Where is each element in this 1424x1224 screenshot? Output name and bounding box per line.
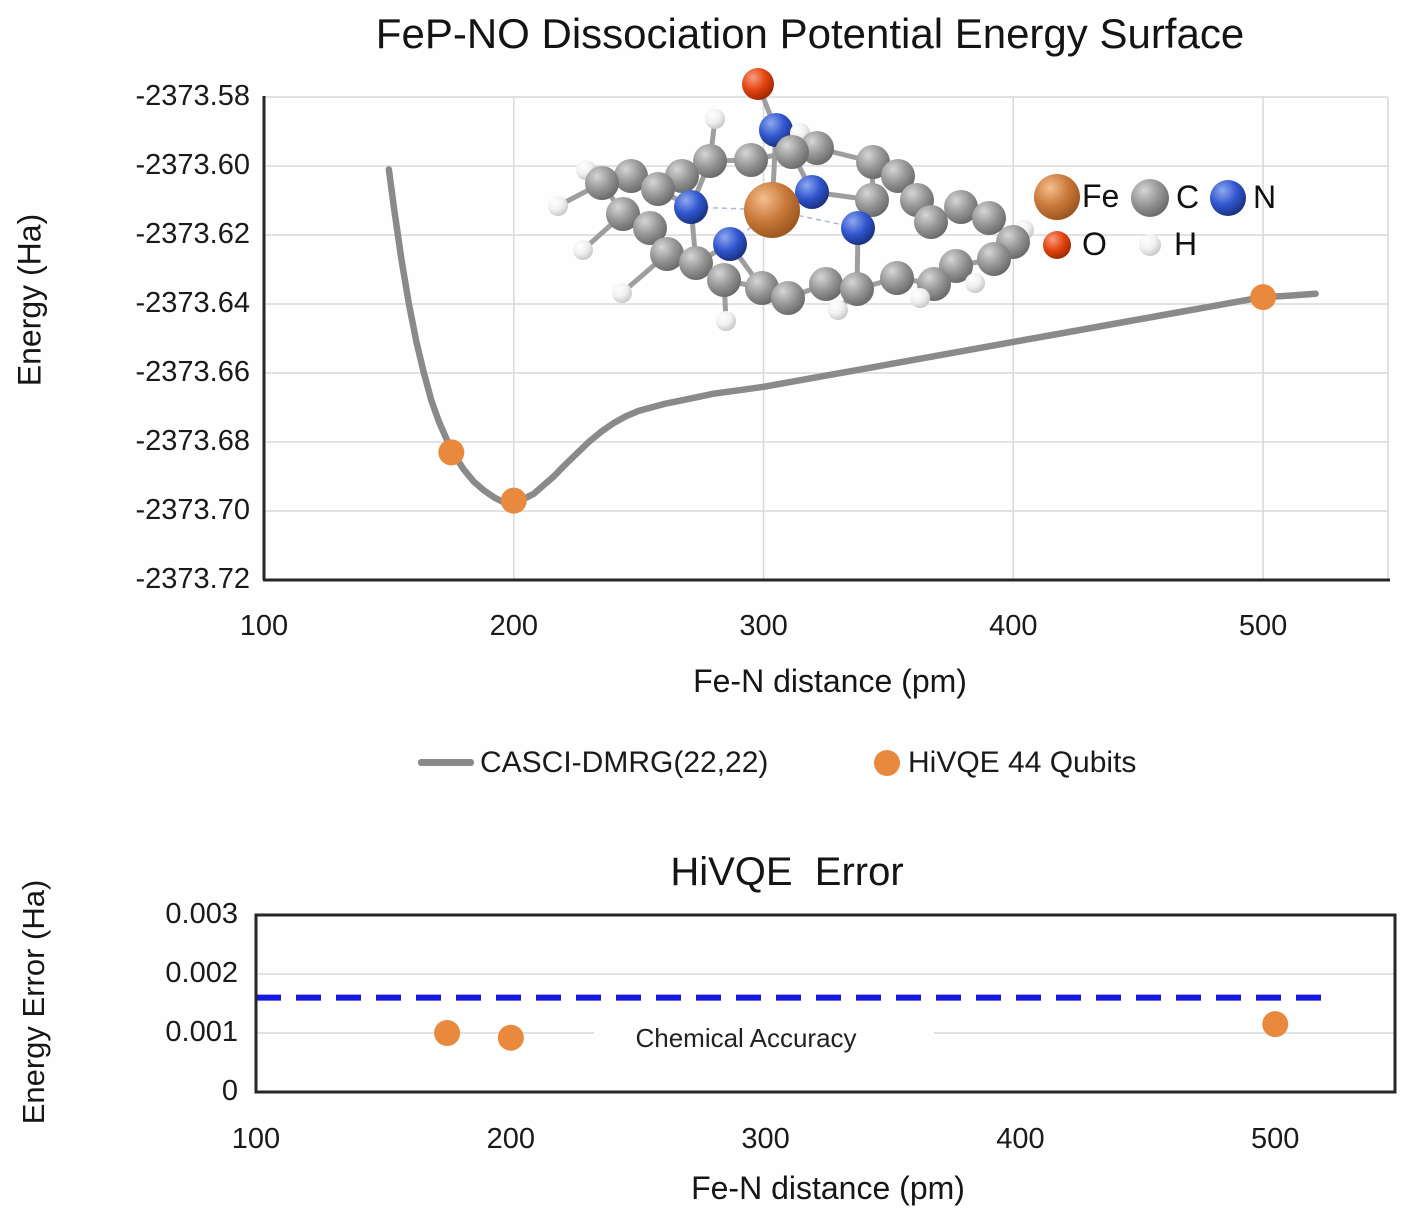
error-point-500pm — [1262, 1011, 1289, 1038]
atom-legend-sphere-h — [1139, 234, 1161, 256]
error-chart-title: HiVQE Error — [670, 850, 904, 894]
atom-c-sphere — [734, 143, 768, 177]
atom-c-sphere — [972, 201, 1006, 235]
atom-c-sphere — [840, 272, 874, 306]
atom-n-sphere — [841, 211, 875, 245]
atom-n-sphere — [674, 190, 708, 224]
error-point-200pm — [497, 1024, 524, 1051]
atom-h-sphere — [612, 283, 632, 303]
error-x-tick-label: 300 — [741, 1123, 790, 1155]
atom-c-sphere — [641, 172, 675, 206]
legend-label-casci: CASCI-DMRG(22,22) — [480, 746, 769, 779]
casci-dmrg-curve — [385, 166, 1319, 506]
atom-h-sphere — [573, 240, 593, 260]
error-x-axis-title: Fe-N distance (pm) — [691, 1170, 965, 1206]
pes-x-tick-label: 400 — [989, 610, 1038, 642]
atom-c-sphere — [679, 246, 713, 280]
atom-c-sphere — [809, 267, 843, 301]
error-plot-border — [254, 913, 1397, 1094]
atom-legend-label-n: N — [1253, 179, 1277, 215]
pes-y-tick-label: -2373.70 — [135, 494, 251, 526]
error-chart-plot — [254, 913, 1397, 1094]
atom-legend-sphere-o — [1043, 231, 1071, 259]
hivqe-point-200pm — [500, 487, 527, 514]
atom-legend-label-c: C — [1176, 179, 1200, 215]
pes-chart-title: FeP-NO Dissociation Potential Energy Sur… — [375, 10, 1245, 57]
pes-y-tick-label: -2373.72 — [135, 563, 251, 595]
error-x-tick-label: 200 — [486, 1123, 535, 1155]
pes-chart-plot — [262, 96, 1390, 582]
pes-y-tick-label: -2373.68 — [135, 425, 251, 457]
atom-legend-sphere-c — [1131, 179, 1169, 217]
atom-c-sphere — [745, 271, 779, 305]
atom-c-sphere — [914, 205, 948, 239]
pes-y-tick-label: -2373.58 — [135, 80, 251, 112]
atom-c-sphere — [880, 261, 914, 295]
error-y-tick-label: 0.001 — [165, 1016, 238, 1048]
atom-c-sphere — [693, 144, 727, 178]
pes-x-tick-label: 100 — [239, 610, 289, 642]
legend-dot-sample-hivqe — [874, 750, 900, 776]
atom-c-sphere — [881, 159, 915, 193]
hivqe-point-500pm — [1250, 284, 1277, 311]
error-x-tick-label: 100 — [231, 1123, 281, 1155]
hivqe-point-175pm — [438, 439, 465, 466]
pes-x-tick-label: 300 — [739, 610, 788, 642]
atom-h-sphere — [548, 196, 568, 216]
pes-y-axis-title: Energy (Ha) — [11, 213, 48, 387]
pes-y-tick-label: -2373.62 — [135, 218, 251, 250]
atom-c-sphere — [771, 281, 805, 315]
atom-c-sphere — [800, 131, 834, 165]
error-y-tick-label: 0.003 — [165, 898, 238, 930]
error-y-tick-label: 0 — [221, 1075, 238, 1107]
fep-no-molecule — [548, 68, 1246, 331]
atom-h-sphere — [910, 288, 930, 308]
atom-c-sphere — [606, 197, 640, 231]
atom-c-sphere — [585, 166, 619, 200]
atom-legend-label-fe: Fe — [1082, 178, 1120, 214]
pes-x-axis-title: Fe-N distance (pm) — [693, 663, 967, 699]
atom-legend-sphere-fe — [1034, 174, 1080, 220]
pes-y-tick-label: -2373.64 — [135, 287, 251, 319]
error-point-175pm — [434, 1020, 461, 1046]
pes-y-tick-label: -2373.66 — [135, 356, 251, 388]
chemical-accuracy-label: Chemical Accuracy — [611, 1023, 881, 1054]
atom-c-sphere — [855, 183, 889, 217]
error-x-tick-label: 400 — [996, 1123, 1045, 1155]
atom-o-sphere — [742, 68, 774, 100]
atom-h-sphere — [965, 273, 985, 293]
atom-c-sphere — [775, 135, 809, 169]
legend-label-hivqe: HiVQE 44 Qubits — [908, 746, 1137, 779]
atom-n-sphere — [795, 175, 829, 209]
legend-line-sample-casci — [418, 759, 474, 766]
pes-x-tick-label: 200 — [489, 610, 538, 642]
atom-h-sphere — [828, 300, 848, 320]
atom-c-sphere — [944, 190, 978, 224]
pes-x-tick-label: 500 — [1238, 610, 1288, 642]
atom-c-sphere — [707, 263, 741, 297]
error-y-tick-label: 0.002 — [165, 957, 238, 989]
atom-fe-sphere — [744, 182, 800, 238]
error-x-tick-label: 500 — [1251, 1123, 1300, 1155]
atom-legend-sphere-n — [1210, 180, 1246, 216]
atom-c-sphere — [977, 242, 1011, 276]
pes-y-tick-label: -2373.60 — [135, 149, 251, 181]
atom-c-sphere — [614, 159, 648, 193]
atom-n-sphere — [713, 227, 747, 261]
atom-c-sphere — [650, 237, 684, 271]
atom-h-sphere — [705, 109, 725, 129]
atom-c-sphere — [633, 211, 667, 245]
atom-c-sphere — [856, 145, 890, 179]
atom-legend-label-o: O — [1082, 226, 1107, 262]
atom-legend-label-h: H — [1174, 226, 1198, 262]
atom-h-sphere — [716, 311, 736, 331]
